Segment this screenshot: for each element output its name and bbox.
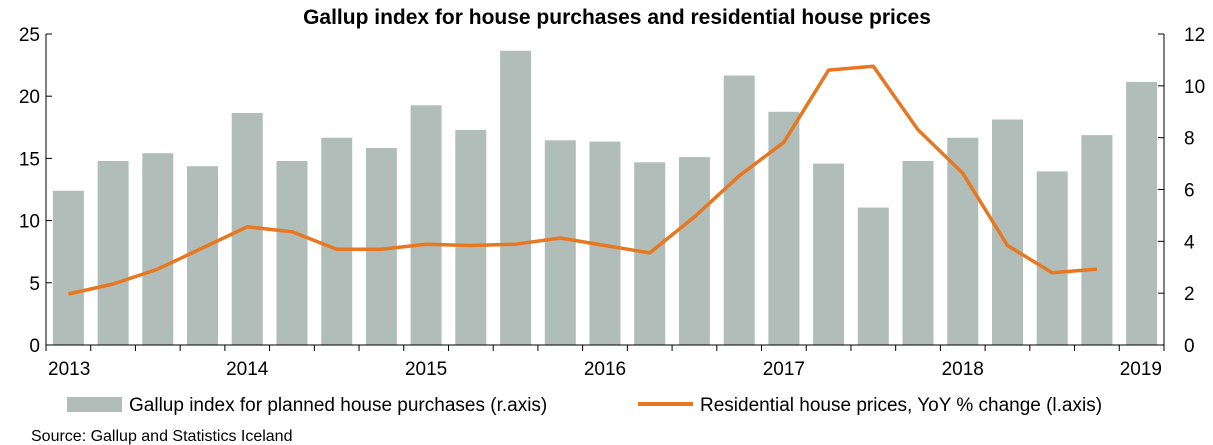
bar [410,105,442,345]
left-tick-label: 20 [19,87,40,108]
left-tick-label: 15 [19,149,40,170]
left-tick-label: 10 [19,212,40,233]
bar [678,157,710,345]
bar [52,190,84,345]
bar [902,161,934,345]
x-tick-label: 2016 [584,359,626,380]
bar [544,140,576,345]
x-axis-ticks: 2013 2014 2015 2016 2017 2018 2019 [45,345,1165,380]
legend-line-label: Residential house prices, YoY % change (… [700,395,1102,416]
bar [723,75,755,345]
right-tick-label: 2 [1184,284,1195,305]
bar [500,50,532,346]
line-path [68,64,1098,296]
left-axis-ticks: 0 5 10 15 20 25 [19,25,52,357]
bar [813,163,845,345]
left-tick-label: 25 [19,25,40,46]
bar [321,137,353,345]
bar [1081,135,1113,345]
right-tick-label: 6 [1184,181,1195,202]
bar-series [52,50,1158,346]
bar [857,207,889,345]
chart-title: Gallup index for house purchases and res… [303,6,931,29]
bar [187,166,218,345]
right-tick-label: 8 [1184,129,1195,150]
x-tick-label: 2013 [48,359,90,380]
line-series [68,64,1098,296]
x-tick-label: 2017 [763,359,805,380]
legend-bar-swatch [67,397,122,412]
right-tick-label: 0 [1184,336,1195,357]
source-note: Source: Gallup and Statistics Iceland [31,428,292,445]
legend-bar-label: Gallup index for planned house purchases… [129,395,547,416]
x-tick-label: 2014 [226,359,269,380]
left-tick-label: 5 [29,274,40,295]
right-tick-label: 4 [1184,232,1195,253]
bar [1126,81,1158,346]
x-tick-label: 2015 [405,359,447,380]
right-axis-ticks: 0 2 4 6 8 10 12 [1158,25,1205,357]
bar [1036,171,1068,345]
left-tick-label: 0 [29,336,40,357]
x-tick-label: 2019 [1120,359,1162,380]
right-tick-label: 12 [1184,25,1205,46]
bar [276,161,308,345]
bar [947,137,979,345]
right-tick-label: 10 [1184,77,1205,98]
bar [97,161,129,345]
bar [768,111,800,346]
bar [455,129,487,345]
x-tick-label: 2018 [942,359,984,380]
legend: Gallup index for planned house purchases… [67,395,1102,416]
bar [142,153,174,345]
bar [992,119,1023,345]
